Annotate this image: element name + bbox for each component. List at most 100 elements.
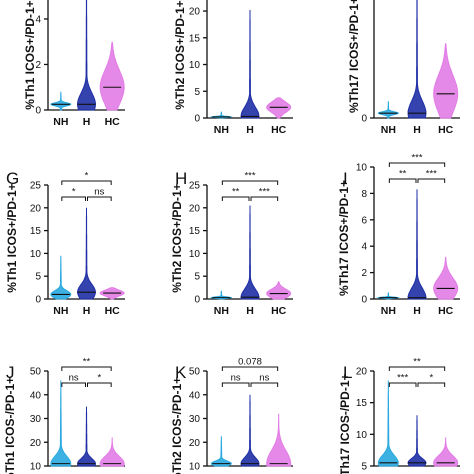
y-tick-label: 2 [361,268,367,279]
y-axis-label: %Th17 ICOS+/PD-1+ [347,0,361,113]
y-tick-label: 5 [194,87,200,98]
y-tick-label: 10 [30,249,42,260]
significance-bracket [417,178,446,183]
y-tick-label: 10 [30,462,42,473]
violin-h [240,394,260,467]
y-tick-label: 40 [189,390,201,401]
y-tick-label: 25 [30,181,42,192]
significance-bracket [221,196,250,201]
y-axis-label: %Th2 ICOS+/PD-1+ [173,0,187,109]
y-tick-label: 20 [356,367,368,378]
significance-label: ** [399,169,407,180]
category-label: HC [438,124,454,136]
significance-bracket [388,162,446,167]
y-tick-label: 40 [30,390,42,401]
significance-bracket [221,366,279,371]
y-tick-label: 2 [35,60,41,71]
y-tick-label: 4 [361,242,367,253]
violin-nh [377,101,399,119]
y-tick-label: 10 [189,249,201,260]
significance-label: ** [83,357,91,368]
significance-label: ** [232,187,240,198]
significance-label: *** [397,373,408,384]
panel-top-3: %Th17 ICOS+/PD-1+0 NH H HC [347,0,460,136]
violin-hc [99,41,125,111]
significance-bracket [221,382,250,387]
violin-hc [266,413,292,467]
category-label: HC [438,305,454,317]
violin-nh [50,91,72,111]
category-label: NH [214,124,229,136]
significance-bracket [87,196,112,201]
significance-bracket [250,382,279,387]
significance-label: * [97,373,101,384]
panel-letter: K [175,363,187,382]
significance-bracket [388,178,417,183]
y-tick-label: 15 [356,398,368,409]
significance-label: * [429,373,433,384]
panel-letter: L [343,363,352,382]
y-tick-label: 5 [35,272,41,283]
category-label: NH [381,305,396,317]
violin-hc [433,256,459,300]
y-tick-label: 0 [35,295,41,306]
category-label: H [413,305,421,317]
y-axis-label: %Th2 ICOS-/PD-1+ [170,377,184,474]
panel-j: J%Th1 ICOS-/PD-1+ 10 20 30 40 50 NH H HC ** ns * [3,357,125,474]
category-label: H [246,472,254,474]
significance-label: ns [231,373,241,384]
y-tick-label: 10 [189,462,201,473]
panel-k: K%Th2 ICOS-/PD-1+ 10 20 30 40 50 NH H HC 0.078 ns n… [170,357,293,474]
significance-label: *** [244,171,255,182]
y-tick-label: 20 [30,203,42,214]
violin-hc [433,43,459,119]
significance-label: ns [69,373,79,384]
y-tick-label: 0 [194,295,200,306]
y-tick-label: 0 [35,106,41,117]
y-tick-label: 0 [361,295,367,306]
y-tick-label: 25 [189,181,201,192]
panel-letter: H [175,169,187,188]
y-axis-label: %Th17 ICOS-/PD-1+ [338,373,352,474]
significance-bracket [87,382,112,387]
y-tick-label: 10 [356,430,368,441]
y-tick-label: 5 [194,272,200,283]
violin-h [77,406,96,467]
significance-bracket [250,196,279,201]
y-tick-label: 15 [189,226,201,237]
significance-label: ns [94,187,104,198]
violin-h [76,207,97,300]
category-label: H [83,116,91,128]
category-label: NH [53,116,68,128]
y-axis-label: %Th1 ICOS-/PD-1+ [3,377,17,474]
y-tick-label: 20 [189,7,201,18]
violin-hc [266,280,292,300]
significance-label: *** [411,153,422,164]
significance-label: *** [259,187,270,198]
category-label: NH [214,305,229,317]
y-tick-label: 10 [356,163,368,174]
panel-g: G%Th1 ICOS+/PD-1+ 0 5 10 15 20 25 NH H HC * * ns [5,169,125,317]
significance-bracket [61,196,86,201]
significance-bracket [221,180,279,185]
category-label: HC [271,124,287,136]
category-label: HC [105,116,121,128]
category-label: HC [438,472,454,474]
y-tick-label: 8 [361,189,367,200]
category-label: H [413,472,421,474]
violin-h [407,0,427,119]
violin-h [407,415,427,467]
violin-nh [50,380,72,467]
y-tick-label: 15 [30,226,42,237]
significance-bracket [388,366,446,371]
y-tick-label: 50 [30,367,42,378]
y-tick-label: 20 [30,438,42,449]
category-label: NH [53,305,68,317]
significance-label: * [72,187,76,198]
violin-nh [377,380,399,467]
panel-letter: J [6,363,15,382]
y-tick-label: 50 [189,367,201,378]
